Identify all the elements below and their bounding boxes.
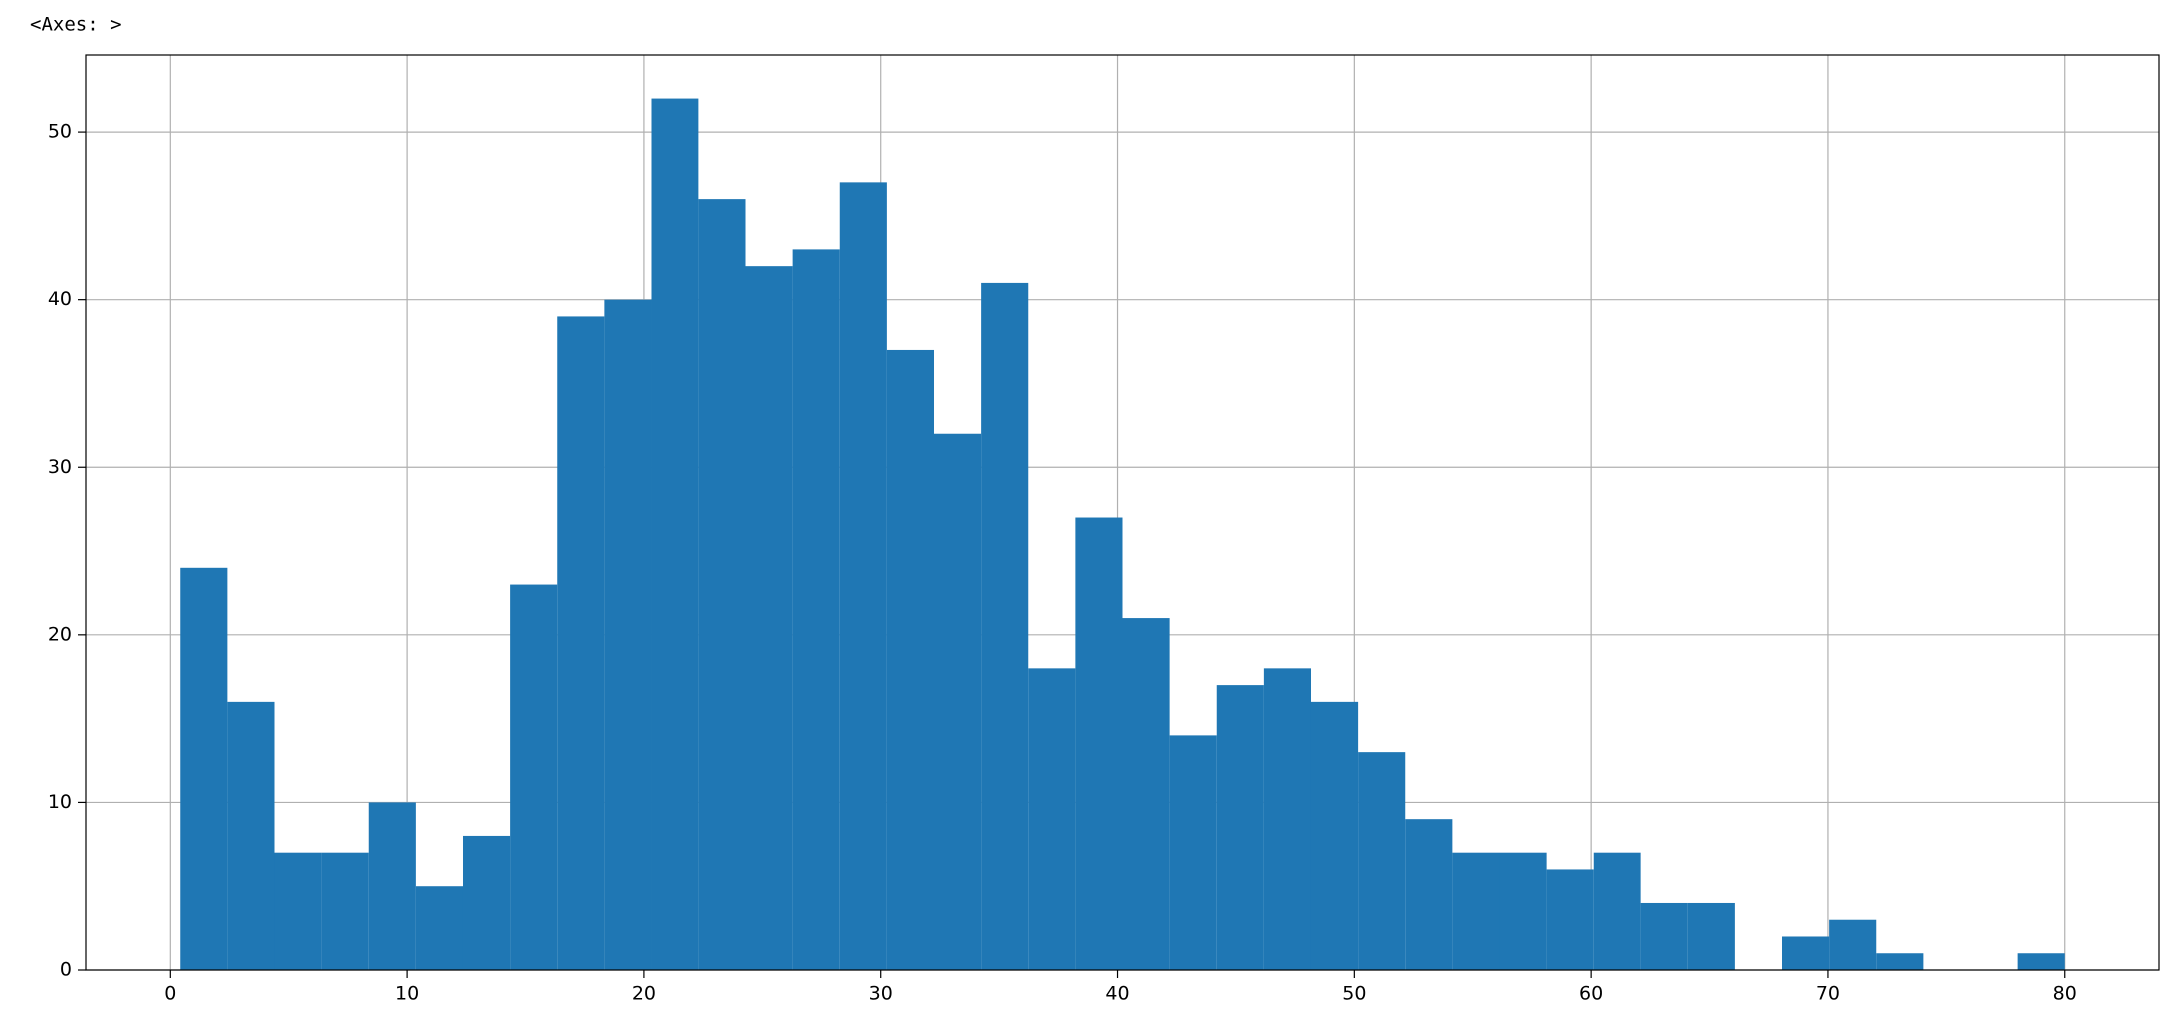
bar <box>1075 517 1123 970</box>
bar <box>557 316 605 970</box>
bar <box>415 886 463 970</box>
bar <box>1310 701 1359 970</box>
bar <box>839 182 887 970</box>
bar <box>510 584 558 970</box>
bar <box>792 249 840 970</box>
x-tick-label: 0 <box>164 983 176 1005</box>
bar <box>698 199 746 971</box>
x-tick-label: 20 <box>632 983 656 1005</box>
bar <box>1782 936 1830 970</box>
bar <box>1876 953 1924 970</box>
bar <box>1263 668 1311 970</box>
x-tick-label: 40 <box>1105 983 1129 1005</box>
x-tick-label: 60 <box>1579 983 1603 1005</box>
bar <box>934 433 982 970</box>
x-tick-label: 30 <box>869 983 893 1005</box>
bar <box>321 852 369 970</box>
bar <box>227 701 275 970</box>
bar <box>1122 618 1170 970</box>
bar <box>2017 953 2065 970</box>
bar <box>1640 902 1688 970</box>
bar <box>180 567 228 970</box>
y-tick-label: 20 <box>48 623 72 645</box>
y-tick-label: 10 <box>48 791 72 813</box>
bar <box>462 835 511 970</box>
bar <box>1546 869 1594 970</box>
x-tick-label: 10 <box>395 983 419 1005</box>
bar <box>1358 752 1406 970</box>
bar <box>1593 852 1641 970</box>
y-tick-label: 30 <box>48 456 72 478</box>
bar <box>1405 819 1453 970</box>
bar <box>368 802 416 970</box>
bar <box>274 852 322 970</box>
bar <box>1216 685 1264 970</box>
x-tick-label: 80 <box>2053 983 2077 1005</box>
bar <box>981 282 1029 970</box>
y-tick-label: 0 <box>60 959 72 981</box>
bar <box>651 98 699 971</box>
output-label: <Axes: > <box>30 14 122 36</box>
axes-frame <box>85 54 2160 971</box>
bar <box>1028 668 1076 970</box>
bar <box>886 349 935 970</box>
y-tick-label: 40 <box>48 288 72 310</box>
y-tick-label: 50 <box>48 121 72 143</box>
x-tick-label: 50 <box>1342 983 1366 1005</box>
bar <box>604 299 652 971</box>
x-tick-label: 70 <box>1816 983 1840 1005</box>
bar <box>1452 852 1500 970</box>
bar <box>745 266 793 971</box>
bar <box>1499 852 1547 970</box>
bar <box>1829 919 1877 970</box>
bar <box>1687 902 1735 970</box>
bar <box>1169 735 1217 970</box>
